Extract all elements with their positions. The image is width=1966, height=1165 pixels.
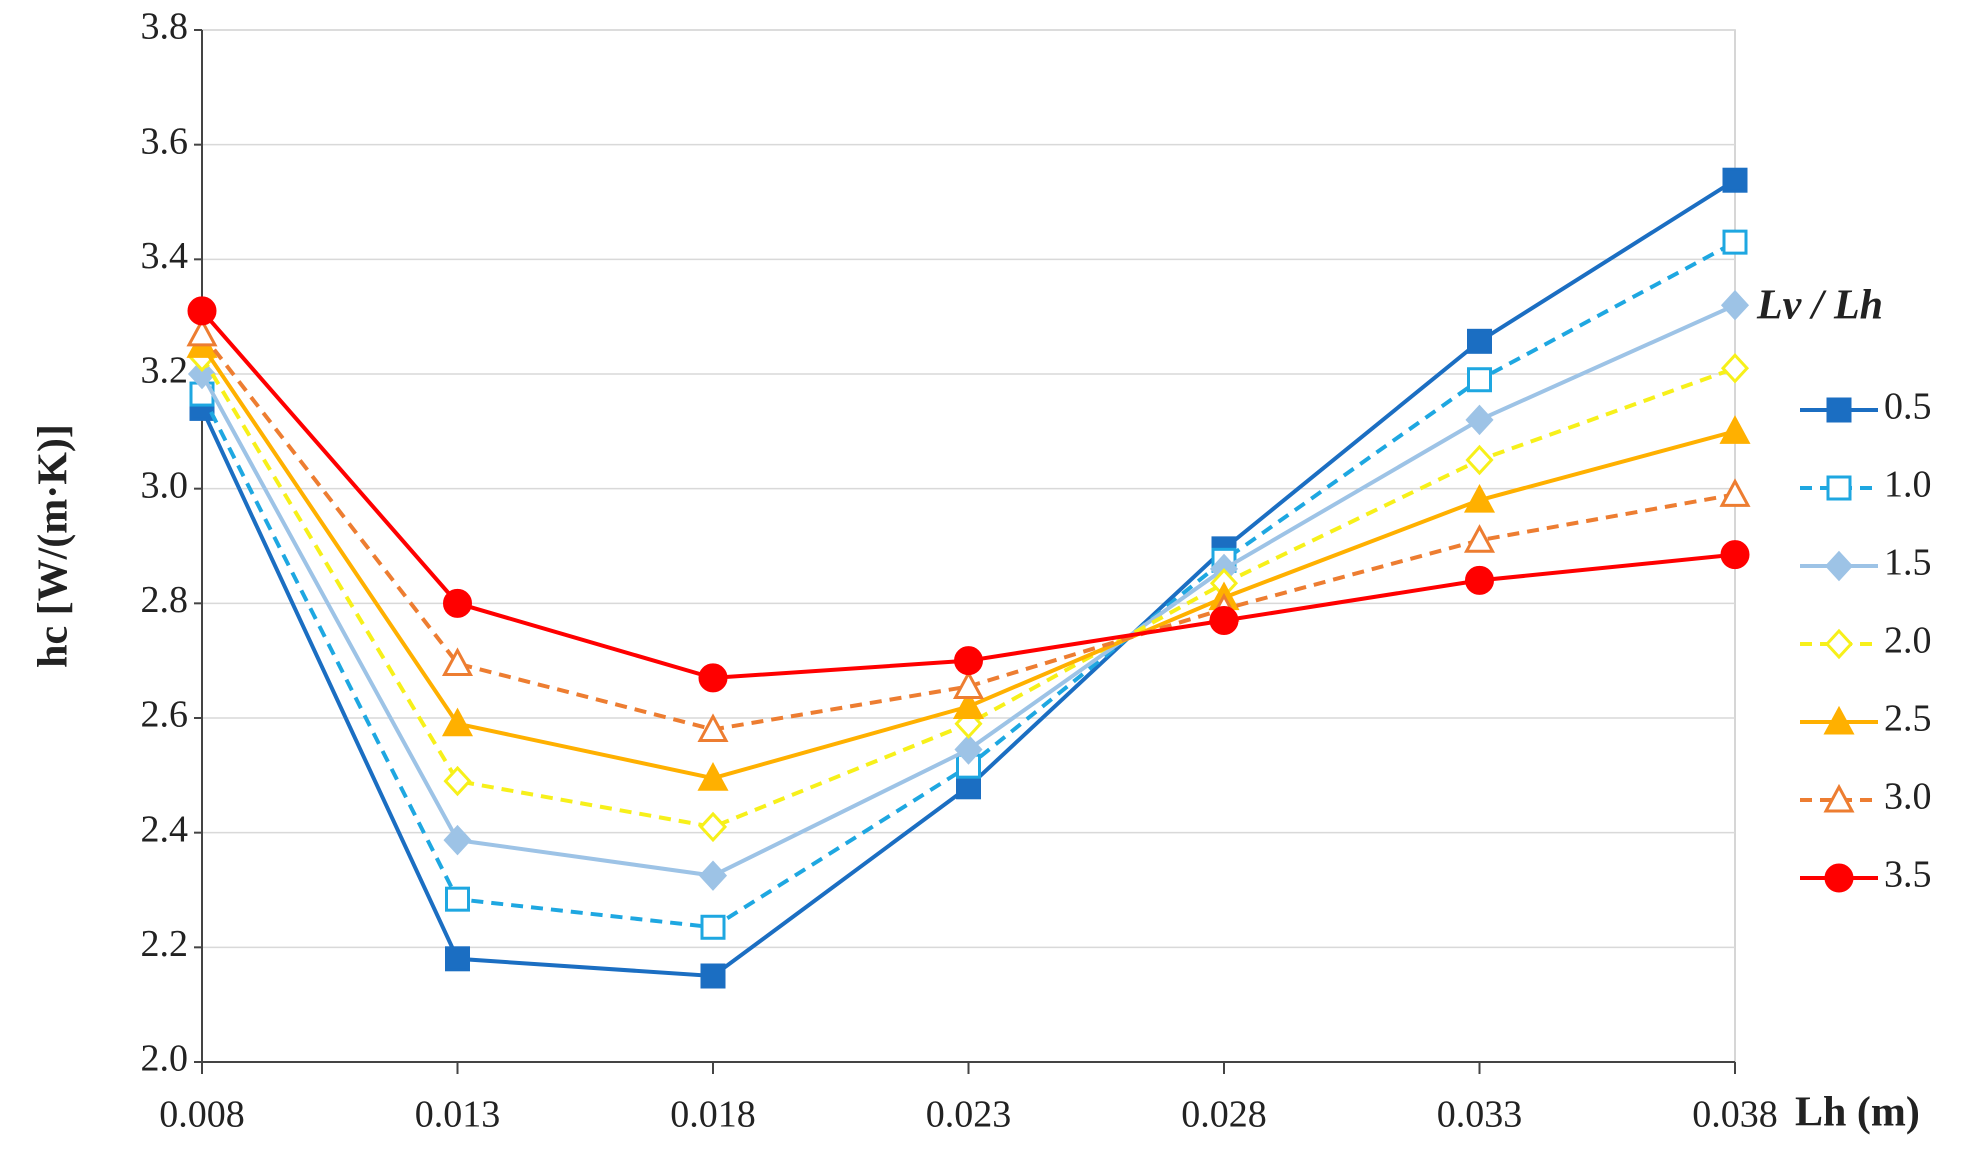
marker <box>441 707 474 737</box>
marker <box>187 358 217 390</box>
y-axis-title: hc [W/(m·K)] <box>31 424 77 668</box>
y-tick-label: 3.8 <box>141 6 189 48</box>
legend-marker <box>1824 628 1854 660</box>
marker <box>697 713 729 742</box>
legend-label: 3.0 <box>1884 776 1932 818</box>
marker <box>700 963 726 989</box>
marker <box>1463 483 1496 513</box>
y-tick-label: 2.4 <box>141 808 189 850</box>
legend-label: 3.5 <box>1884 854 1932 896</box>
marker <box>445 946 470 972</box>
marker <box>1465 404 1494 436</box>
marker <box>1720 353 1750 384</box>
legend-label: 2.0 <box>1884 620 1932 662</box>
series <box>187 296 1750 693</box>
marker <box>445 886 470 912</box>
legend-label: 2.5 <box>1884 698 1932 740</box>
marker <box>697 762 729 791</box>
marker <box>698 811 728 843</box>
series-line <box>200 240 1736 930</box>
y-tick-label: 2.0 <box>141 1038 189 1080</box>
legend-label: 0.5 <box>1884 386 1932 428</box>
marker <box>956 774 981 800</box>
legend-marker <box>1824 863 1854 893</box>
x-axis-title: Lh (m) <box>1795 1090 1920 1136</box>
series <box>186 329 1751 791</box>
marker <box>954 646 983 676</box>
y-tick-label: 3.6 <box>141 120 189 162</box>
x-tick-label: 0.028 <box>1181 1094 1267 1136</box>
y-tick-label: 3.2 <box>141 350 189 392</box>
x-tick-label: 0.013 <box>415 1094 501 1136</box>
marker <box>698 663 728 693</box>
legend-marker <box>1823 705 1855 735</box>
marker <box>443 765 472 797</box>
x-tick-label: 0.033 <box>1437 1094 1523 1136</box>
legend-marker <box>1826 475 1852 501</box>
y-tick-label: 2.8 <box>141 579 189 621</box>
marker <box>187 296 217 326</box>
legend-title: Lv / Lh <box>1756 283 1883 329</box>
legend-marker <box>1826 397 1852 423</box>
marker <box>1722 167 1748 193</box>
marker <box>1719 415 1751 444</box>
x-tick-label: 0.038 <box>1692 1094 1778 1136</box>
marker <box>1465 444 1494 476</box>
y-tick-label: 3.0 <box>141 464 189 506</box>
legend-marker <box>1823 783 1855 813</box>
legend-marker <box>1824 550 1854 582</box>
y-tick-label: 2.6 <box>141 694 189 736</box>
marker <box>443 824 472 856</box>
y-tick-label: 3.4 <box>141 235 189 277</box>
series <box>186 317 1751 742</box>
x-tick-label: 0.018 <box>670 1094 756 1136</box>
series <box>189 229 1748 940</box>
marker <box>954 734 983 765</box>
marker <box>1719 478 1751 507</box>
legend-label: 1.5 <box>1884 542 1932 584</box>
marker <box>1722 229 1748 255</box>
marker <box>1720 289 1750 321</box>
marker <box>1720 540 1750 570</box>
marker <box>698 860 728 891</box>
marker <box>952 670 985 699</box>
x-tick-label: 0.008 <box>159 1094 245 1136</box>
marker <box>1463 524 1496 553</box>
marker <box>1209 606 1239 636</box>
y-tick-label: 2.2 <box>141 923 189 965</box>
marker <box>700 914 726 940</box>
marker <box>952 690 985 720</box>
marker <box>1467 367 1492 393</box>
x-tick-label: 0.023 <box>926 1094 1012 1136</box>
legend-label: 1.0 <box>1884 464 1932 506</box>
marker <box>443 588 472 618</box>
marker <box>441 647 474 677</box>
marker <box>1465 565 1494 595</box>
series <box>187 341 1750 843</box>
marker <box>186 317 218 347</box>
marker <box>1467 328 1492 354</box>
